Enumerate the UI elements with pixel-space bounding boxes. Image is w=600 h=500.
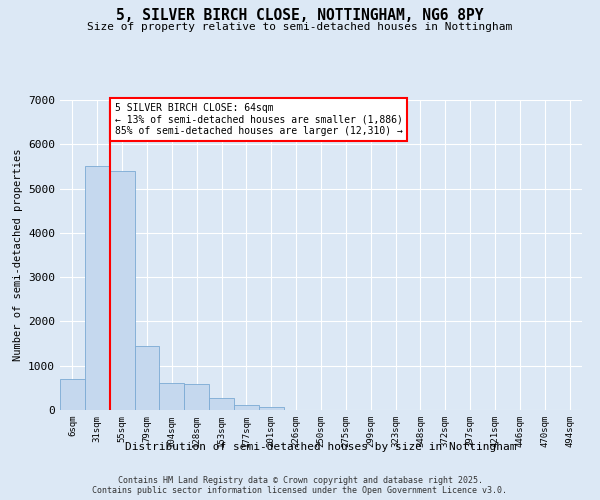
Bar <box>110 171 134 410</box>
Bar <box>234 404 259 410</box>
Text: 5 SILVER BIRCH CLOSE: 64sqm
← 13% of semi-detached houses are smaller (1,886)
85: 5 SILVER BIRCH CLOSE: 64sqm ← 13% of sem… <box>115 103 403 136</box>
Bar <box>60 379 85 410</box>
Bar <box>184 384 209 410</box>
Bar <box>160 382 184 410</box>
Bar <box>259 407 284 410</box>
Text: Size of property relative to semi-detached houses in Nottingham: Size of property relative to semi-detach… <box>88 22 512 32</box>
Bar <box>85 166 110 410</box>
Text: 5, SILVER BIRCH CLOSE, NOTTINGHAM, NG6 8PY: 5, SILVER BIRCH CLOSE, NOTTINGHAM, NG6 8… <box>116 8 484 22</box>
Text: Contains HM Land Registry data © Crown copyright and database right 2025.
Contai: Contains HM Land Registry data © Crown c… <box>92 476 508 495</box>
Bar <box>134 346 160 410</box>
Bar <box>209 398 234 410</box>
Y-axis label: Number of semi-detached properties: Number of semi-detached properties <box>13 149 23 361</box>
Text: Distribution of semi-detached houses by size in Nottingham: Distribution of semi-detached houses by … <box>125 442 517 452</box>
